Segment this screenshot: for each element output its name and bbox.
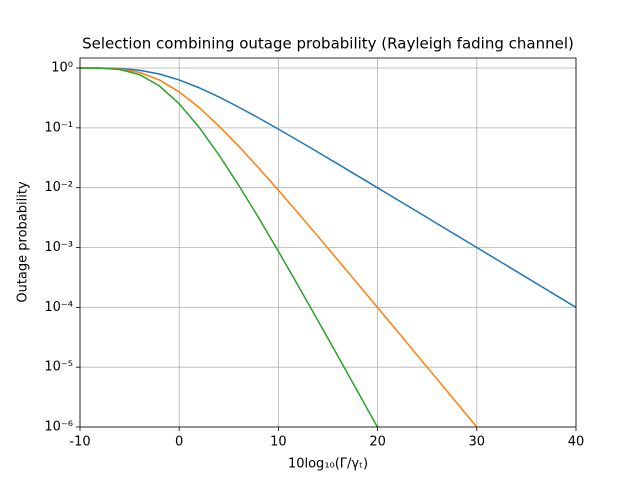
x-tick-label: 40 bbox=[568, 435, 585, 450]
x-tick-label: 10 bbox=[270, 435, 287, 450]
axes-frame bbox=[79, 57, 577, 428]
y-tick-label: 10⁻² bbox=[44, 180, 73, 195]
y-tick-label: 10⁻⁴ bbox=[44, 300, 73, 315]
chart-title: Selection combining outage probability (… bbox=[82, 35, 574, 53]
y-tick-label: 10⁻⁵ bbox=[44, 360, 73, 375]
y-axis-label: Outage probability bbox=[16, 181, 31, 303]
y-tick-label: 10⁻¹ bbox=[44, 120, 73, 135]
x-tick-label: 30 bbox=[469, 435, 486, 450]
y-tick-label: 10⁰ bbox=[51, 61, 73, 76]
x-tick-label: -10 bbox=[69, 435, 90, 450]
line bbox=[80, 67, 576, 308]
plot-area bbox=[80, 67, 576, 427]
x-tick-label: 20 bbox=[369, 435, 386, 450]
x-tick-label: 0 bbox=[175, 435, 183, 450]
y-tick-label: 10⁻³ bbox=[44, 240, 73, 255]
line bbox=[80, 67, 379, 427]
y-tick-label: 10⁻⁶ bbox=[44, 420, 73, 435]
line bbox=[80, 67, 478, 427]
x-axis-label: 10log₁₀(Γ/γₜ) bbox=[288, 457, 368, 472]
